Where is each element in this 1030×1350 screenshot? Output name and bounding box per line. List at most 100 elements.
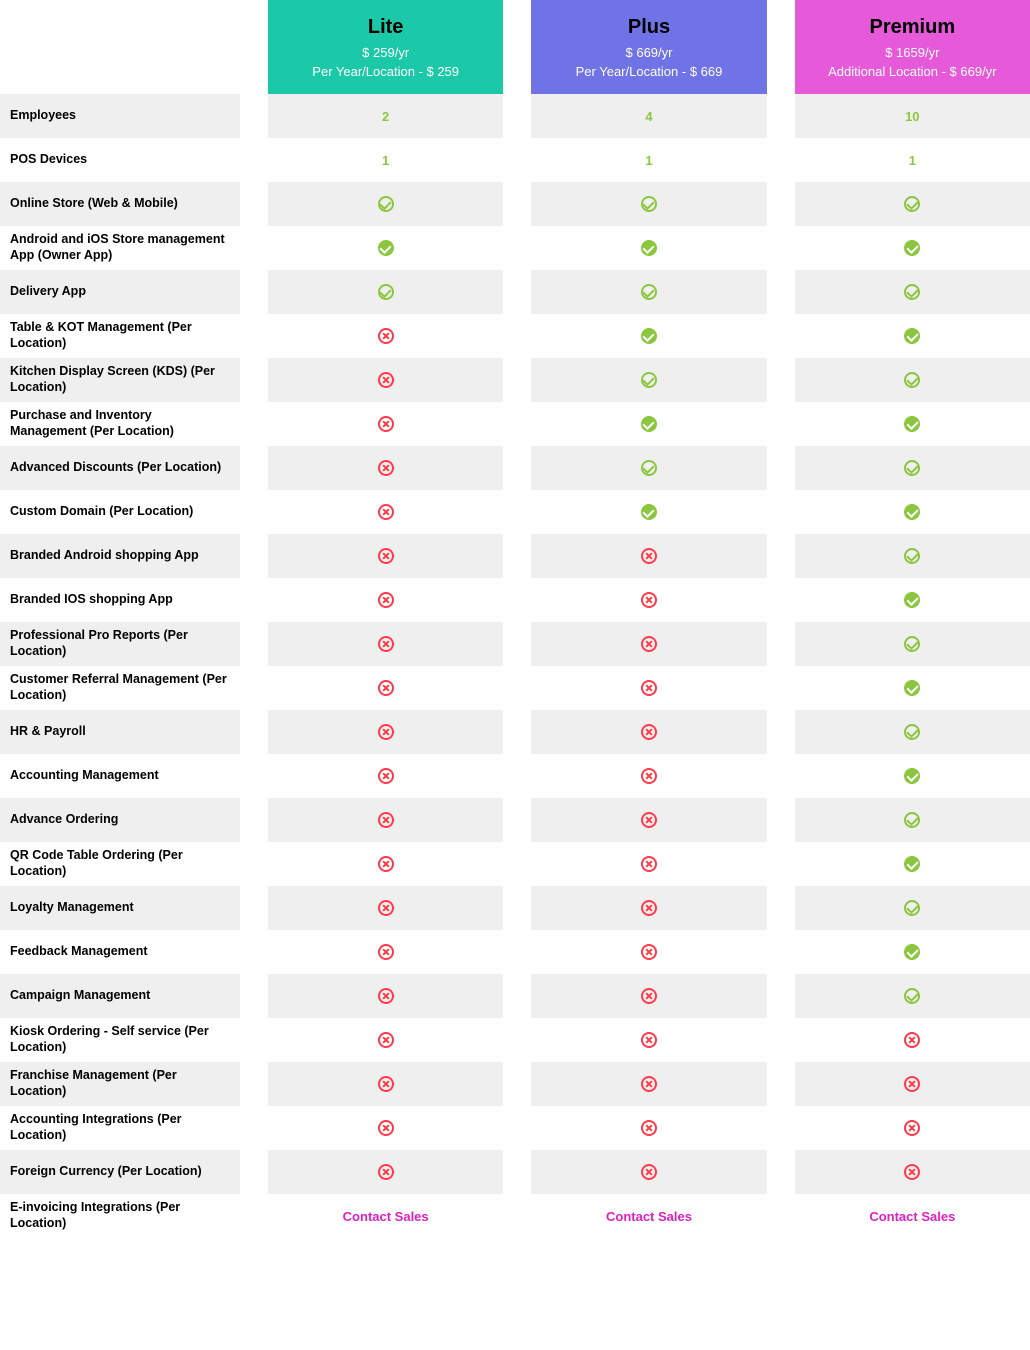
feature-label: HR & Payroll: [0, 710, 240, 754]
feature-label: Delivery App: [0, 270, 240, 314]
feature-value: [795, 490, 1030, 534]
check-icon: [641, 372, 657, 388]
cross-icon: [641, 724, 657, 740]
check-icon: [904, 240, 920, 256]
feature-value: 4: [531, 94, 766, 138]
check-icon: [378, 196, 394, 212]
feature-row: Loyalty Management: [0, 886, 1030, 930]
feature-value: [795, 1062, 1030, 1106]
feature-value: [268, 930, 503, 974]
plan-name: Lite: [368, 16, 404, 39]
feature-label: E-invoicing Integrations (Per Location): [0, 1194, 240, 1238]
cross-icon: [904, 1164, 920, 1180]
cross-icon: [378, 768, 394, 784]
feature-value: [531, 754, 766, 798]
feature-row: E-invoicing Integrations (Per Location) C…: [0, 1194, 1030, 1238]
plan-sub: Per Year/Location - $ 259: [312, 64, 459, 79]
pricing-table: Lite $ 259/yr Per Year/Location - $ 259 …: [0, 0, 1030, 1238]
header-row: Lite $ 259/yr Per Year/Location - $ 259 …: [0, 0, 1030, 94]
feature-value: [795, 1106, 1030, 1150]
feature-value: 1: [795, 138, 1030, 182]
feature-value: [531, 182, 766, 226]
feature-value: [268, 754, 503, 798]
check-icon: [904, 328, 920, 344]
feature-value: [531, 578, 766, 622]
feature-value: [268, 402, 503, 446]
feature-value: [268, 1018, 503, 1062]
cross-icon: [378, 680, 394, 696]
cross-icon: [641, 856, 657, 872]
feature-label: Feedback Management: [0, 930, 240, 974]
plan-price: $ 259/yr: [362, 45, 409, 60]
feature-value: 1: [268, 138, 503, 182]
feature-value: [795, 1150, 1030, 1194]
feature-label: Accounting Management: [0, 754, 240, 798]
feature-value: [795, 314, 1030, 358]
cross-icon: [641, 1164, 657, 1180]
value-text: 4: [645, 109, 652, 124]
feature-label: Loyalty Management: [0, 886, 240, 930]
feature-value: [268, 270, 503, 314]
cross-icon: [641, 812, 657, 828]
feature-row: QR Code Table Ordering (Per Location): [0, 842, 1030, 886]
feature-label: POS Devices: [0, 138, 240, 182]
feature-value: [795, 754, 1030, 798]
cross-icon: [641, 592, 657, 608]
feature-row: Table & KOT Management (Per Location): [0, 314, 1030, 358]
contact-sales-link[interactable]: Contact Sales: [343, 1209, 429, 1224]
cross-icon: [378, 548, 394, 564]
feature-label: Branded IOS shopping App: [0, 578, 240, 622]
cross-icon: [378, 328, 394, 344]
feature-value: [268, 886, 503, 930]
feature-value[interactable]: Contact Sales: [795, 1194, 1030, 1238]
feature-value: [531, 842, 766, 886]
check-icon: [904, 856, 920, 872]
feature-value: [531, 930, 766, 974]
feature-value: [795, 226, 1030, 270]
feature-value: [795, 1018, 1030, 1062]
plan-sub: Per Year/Location - $ 669: [576, 64, 723, 79]
cross-icon: [378, 724, 394, 740]
check-icon: [904, 812, 920, 828]
cross-icon: [641, 900, 657, 916]
feature-row: Branded Android shopping App: [0, 534, 1030, 578]
feature-row: POS Devices 1 1 1: [0, 138, 1030, 182]
check-icon: [904, 724, 920, 740]
cross-icon: [904, 1120, 920, 1136]
feature-value[interactable]: Contact Sales: [268, 1194, 503, 1238]
check-icon: [641, 328, 657, 344]
cross-icon: [378, 1076, 394, 1092]
feature-value: [795, 358, 1030, 402]
contact-sales-link[interactable]: Contact Sales: [869, 1209, 955, 1224]
feature-value: [795, 842, 1030, 886]
feature-value: [531, 1062, 766, 1106]
check-icon: [904, 416, 920, 432]
check-icon: [904, 900, 920, 916]
feature-value: [268, 710, 503, 754]
cross-icon: [378, 812, 394, 828]
feature-value: [531, 886, 766, 930]
feature-row: HR & Payroll: [0, 710, 1030, 754]
feature-value: [268, 622, 503, 666]
feature-value: [531, 798, 766, 842]
feature-value: [268, 446, 503, 490]
cross-icon: [378, 592, 394, 608]
feature-value: [531, 974, 766, 1018]
feature-value[interactable]: Contact Sales: [531, 1194, 766, 1238]
cross-icon: [378, 900, 394, 916]
value-text: 2: [382, 109, 389, 124]
cross-icon: [378, 372, 394, 388]
feature-value: [795, 446, 1030, 490]
feature-label: Branded Android shopping App: [0, 534, 240, 578]
contact-sales-link[interactable]: Contact Sales: [606, 1209, 692, 1224]
plan-name: Plus: [628, 16, 670, 39]
cross-icon: [641, 1120, 657, 1136]
value-text: 1: [645, 153, 652, 168]
cross-icon: [641, 1032, 657, 1048]
feature-label: QR Code Table Ordering (Per Location): [0, 842, 240, 886]
feature-row: Employees2410: [0, 94, 1030, 138]
check-icon: [641, 460, 657, 476]
check-icon: [904, 944, 920, 960]
feature-value: [268, 1062, 503, 1106]
feature-value: [795, 930, 1030, 974]
